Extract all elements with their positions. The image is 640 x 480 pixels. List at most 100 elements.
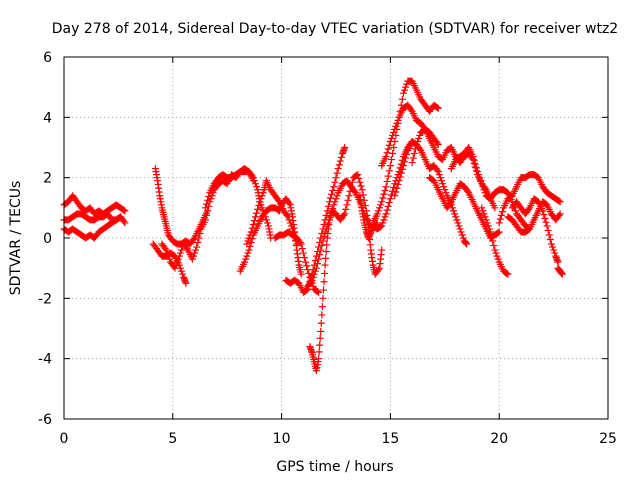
data-point [245, 234, 253, 242]
data-point [403, 150, 411, 158]
data-point [382, 210, 390, 218]
series-arc-21 [478, 204, 512, 278]
data-point [496, 215, 504, 223]
data-point [401, 158, 409, 166]
data-point [492, 249, 500, 257]
data-point [247, 239, 255, 247]
data-point [387, 191, 395, 199]
data-point [162, 246, 170, 254]
data-point [310, 270, 318, 278]
data-point [483, 219, 491, 227]
data-point [174, 255, 182, 263]
data-point [398, 95, 406, 103]
data-point [381, 213, 389, 221]
data-point [481, 189, 489, 197]
data-point [298, 245, 306, 253]
data-point [345, 192, 353, 200]
data-point [302, 258, 310, 266]
data-point [120, 206, 128, 214]
data-point [470, 156, 478, 164]
data-point [333, 169, 341, 177]
data-point [242, 255, 250, 263]
data-point [172, 261, 180, 269]
data-point [374, 207, 382, 215]
data-point [299, 249, 307, 257]
data-point [334, 165, 342, 173]
data-point [254, 205, 262, 213]
data-point [439, 180, 447, 188]
data-point [250, 217, 258, 225]
data-point [471, 160, 479, 168]
data-point [311, 267, 319, 275]
data-point [285, 216, 293, 224]
data-point [384, 145, 392, 153]
data-point [442, 189, 450, 197]
data-point [332, 195, 340, 203]
data-point [356, 178, 364, 186]
data-point [387, 156, 395, 164]
x-axis-label: GPS time / hours [276, 459, 393, 475]
data-point [408, 159, 416, 167]
data-point [494, 255, 502, 263]
data-point [317, 246, 325, 254]
data-point [479, 183, 487, 191]
data-point [453, 216, 461, 224]
series-arc-20 [447, 144, 534, 233]
data-point [452, 213, 460, 221]
data-point [331, 198, 339, 206]
data-point [382, 153, 390, 161]
data-point [315, 348, 323, 356]
data-point [463, 240, 471, 248]
y-tick-label: 6 [43, 50, 52, 66]
data-point [204, 196, 212, 204]
data-point [178, 267, 186, 275]
y-tick-label: 2 [43, 171, 52, 187]
data-point [434, 140, 442, 148]
data-point [543, 222, 551, 230]
data-point [243, 240, 251, 248]
series-arc-24 [508, 195, 562, 266]
data-point [433, 166, 441, 174]
data-point [332, 174, 340, 182]
data-point [283, 211, 291, 219]
data-point [477, 177, 485, 185]
data-point [337, 153, 345, 161]
data-point [319, 237, 327, 245]
data-point [491, 204, 499, 212]
data-point [324, 202, 332, 210]
data-point [201, 204, 209, 212]
plot-frame [63, 56, 609, 420]
data-point [288, 225, 296, 233]
data-point [341, 210, 349, 218]
x-tick-label: 10 [273, 431, 291, 447]
data-point [391, 125, 399, 133]
x-tick-label: 15 [381, 431, 399, 447]
data-point [374, 266, 382, 274]
data-point [377, 201, 385, 209]
series-arc-3 [60, 213, 125, 242]
data-point [249, 220, 257, 228]
data-point [325, 216, 333, 224]
data-point [203, 211, 211, 219]
data-point [490, 242, 498, 250]
series-arc-25 [554, 264, 566, 278]
data-point [329, 205, 337, 213]
data-point [393, 119, 401, 127]
data-point [480, 186, 488, 194]
data-point [495, 228, 503, 236]
data-point [328, 208, 336, 216]
data-point [307, 278, 315, 286]
data-point [475, 171, 483, 179]
data-point [179, 270, 187, 278]
data-point [542, 218, 550, 226]
data-point [410, 150, 418, 158]
data-point [479, 207, 487, 215]
x-tick-label: 20 [490, 431, 508, 447]
data-point [360, 196, 368, 204]
data-point [498, 208, 506, 216]
x-tick-label: 0 [60, 431, 69, 447]
data-point [411, 145, 419, 153]
data-point [409, 154, 417, 162]
data-point [438, 177, 446, 185]
data-point [315, 288, 323, 296]
